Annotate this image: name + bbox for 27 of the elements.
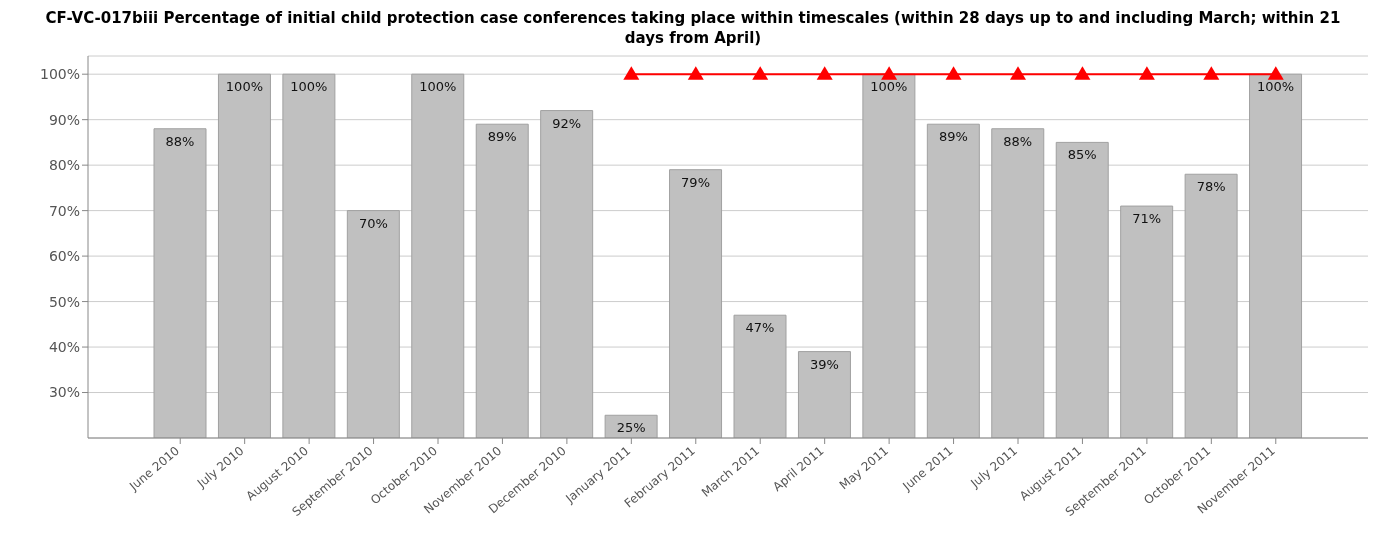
data-label: 39% bbox=[809, 356, 839, 372]
data-label: 92% bbox=[552, 115, 582, 131]
data-label: 70% bbox=[358, 215, 388, 231]
data-label: 85% bbox=[1067, 147, 1097, 163]
y-tick-label: 50% bbox=[48, 293, 80, 310]
data-label: 71% bbox=[1132, 211, 1162, 227]
data-label: 100% bbox=[225, 79, 264, 95]
data-label: 79% bbox=[681, 174, 711, 190]
data-label: 89% bbox=[487, 129, 517, 145]
data-label: 100% bbox=[419, 79, 457, 95]
data-label: 88% bbox=[165, 133, 195, 149]
y-tick-label: 80% bbox=[48, 157, 80, 174]
data-label: 78% bbox=[1196, 179, 1226, 195]
data-label: 100% bbox=[1256, 79, 1295, 95]
y-tick-label: 30% bbox=[48, 384, 80, 401]
data-label: 89% bbox=[938, 129, 968, 145]
y-tick-label: 100% bbox=[39, 66, 80, 83]
data-label: 25% bbox=[616, 420, 646, 436]
chart-title: CF-VC-017biii Percentage of initial child protection case conferences taking place within timescales (within 28 days up to and including March; within 21 days from April) bbox=[44, 8, 1342, 48]
data-label: 100% bbox=[870, 79, 908, 95]
y-tick-label: 40% bbox=[48, 339, 80, 356]
y-tick-label: 90% bbox=[48, 111, 80, 128]
data-label: 100% bbox=[290, 79, 328, 95]
data-label: 88% bbox=[1003, 133, 1033, 149]
y-tick-label: 70% bbox=[48, 202, 80, 219]
data-label: 47% bbox=[745, 320, 775, 336]
y-tick-label: 60% bbox=[48, 248, 80, 265]
